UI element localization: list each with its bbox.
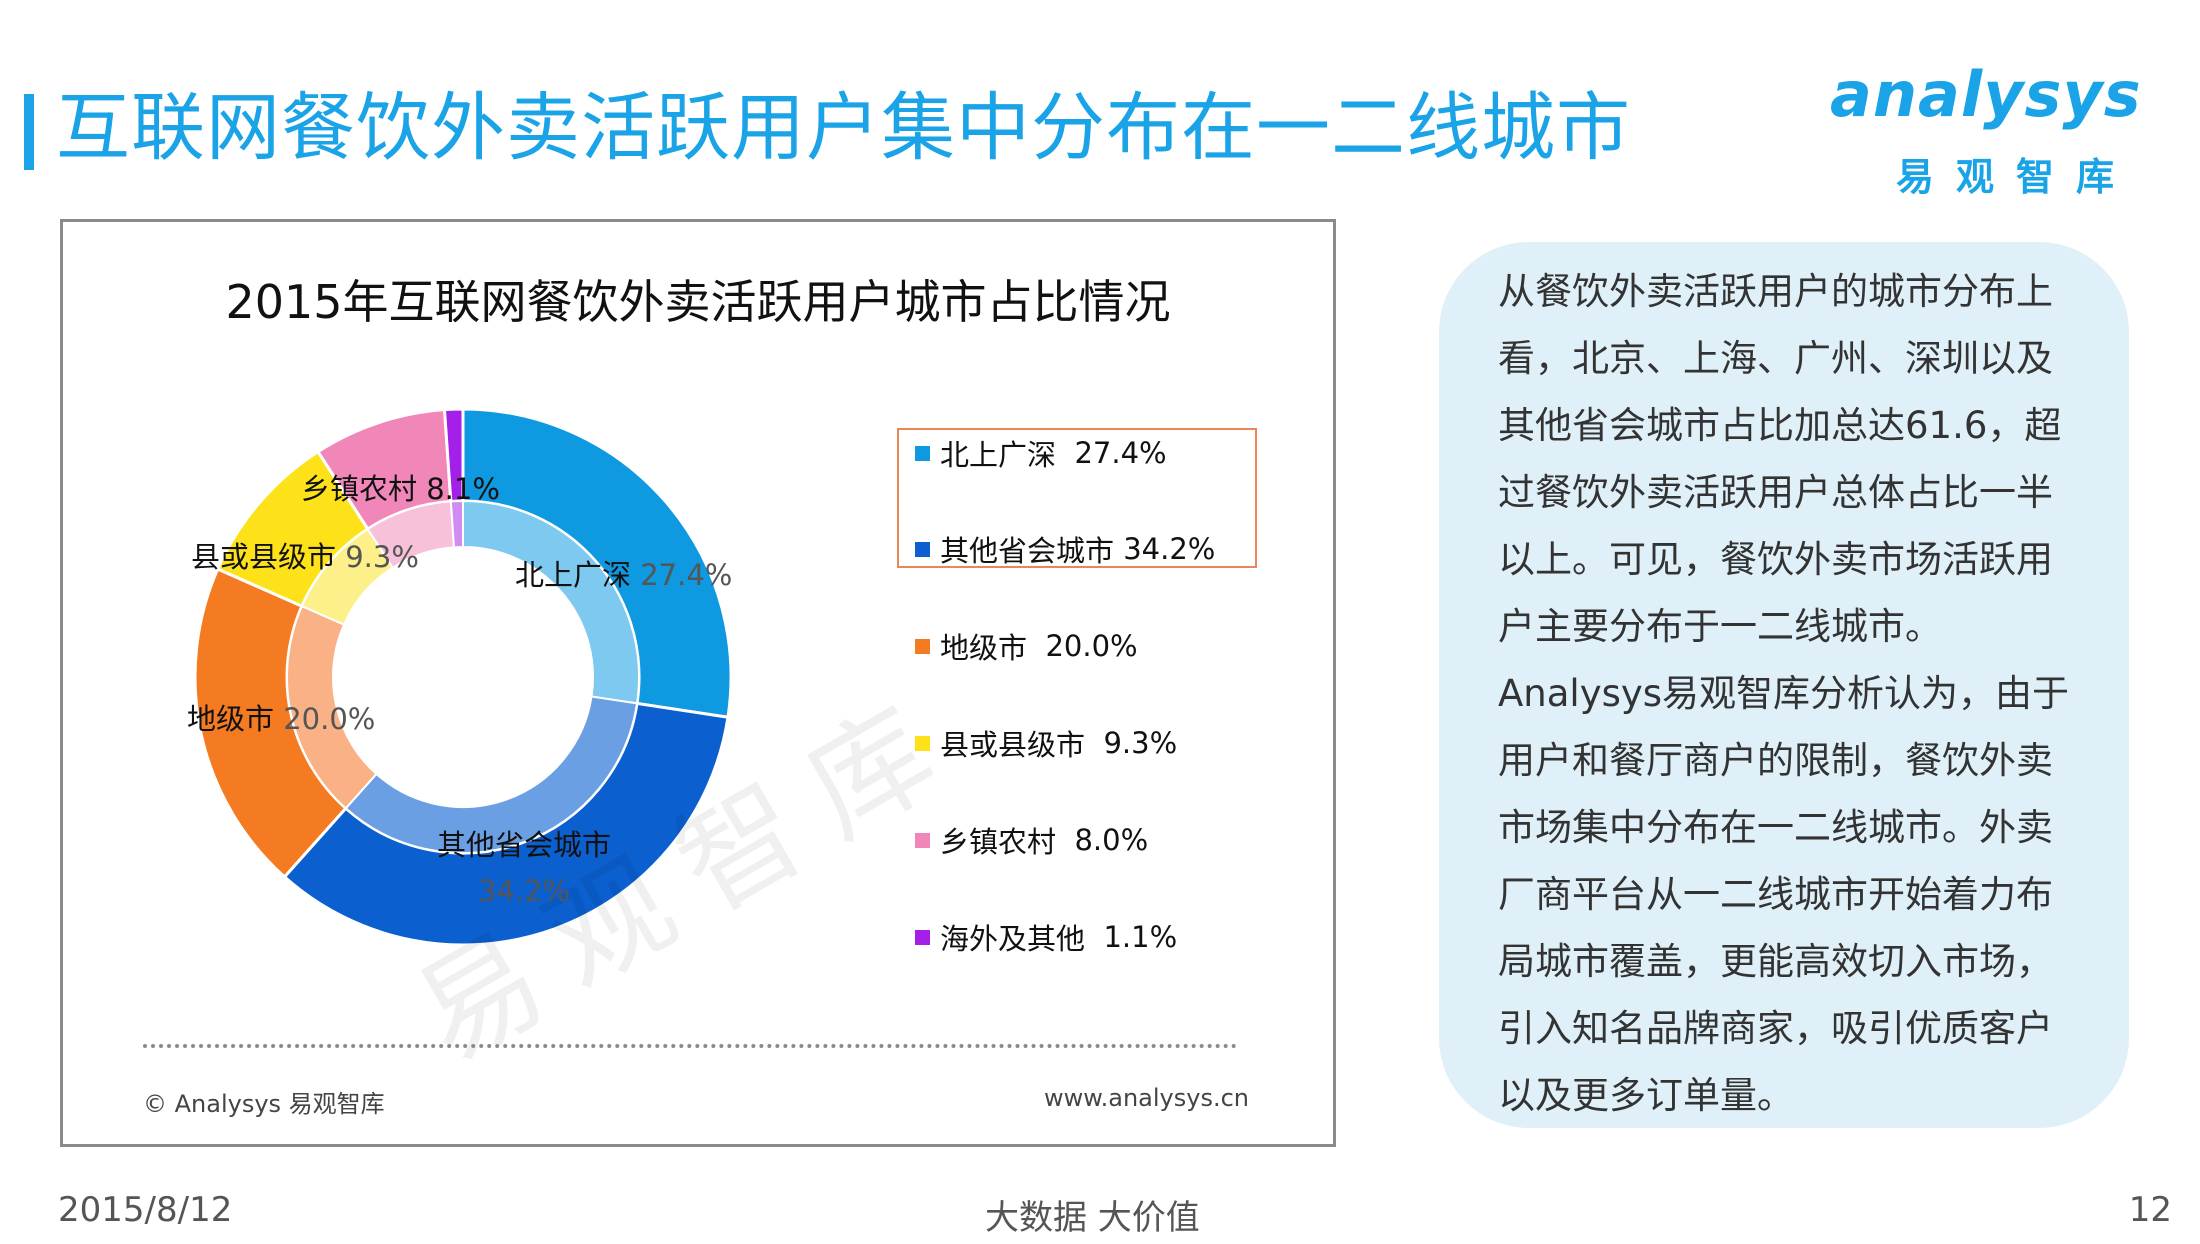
logo-chinese-name: 易观智库 [1896,155,2137,199]
analysis-panel [1439,242,2129,1128]
slice-label-rural: 乡镇农村 8.1% [301,466,500,508]
legend-swatch [915,832,930,848]
legend-highlight-box [897,428,1257,568]
legend-item-prefecture: 地级市 20.0% [915,625,1138,667]
legend-value: 9.3% [1103,726,1178,760]
slice-provincial-capitals-inner-ring [344,695,639,854]
legend-swatch [915,445,930,461]
analysis-line: 引入知名品牌商家，吸引优质客户 [1498,1007,2053,1050]
analysis-line: 看，北京、上海、广州、深圳以及 [1498,337,2053,380]
legend-value: 27.4% [1074,436,1167,470]
legend-item-county: 县或县级市 9.3% [915,722,1177,764]
analysis-line: 用户和餐厅商户的限制，餐饮外卖 [1498,739,2053,782]
slice-label-name: 县或县级市 [191,540,337,574]
analysis-line: 从餐饮外卖活跃用户的城市分布上 [1498,270,2053,313]
analysis-line: 户主要分布于一二线城市。 [1498,605,1942,648]
analysis-text: 从餐饮外卖活跃用户的城市分布上 看，北京、上海、广州、深圳以及 其他省会城市占比… [1498,258,2098,1129]
slice-label-value: 34.2% [477,874,571,908]
slice-label-provincial-capitals: 其他省会城市 34.2% [437,822,611,908]
analysis-line: Analysys易观智库分析认为，由于 [1498,672,2070,715]
analysis-line: 市场集中分布在一二线城市。外卖 [1498,806,2053,849]
slice-label-value: 9.3% [345,540,419,574]
legend-name: 北上广深 [940,438,1057,472]
report-date: 2015/8/12 [58,1190,233,1230]
legend-swatch [915,638,930,654]
title-accent-bar [24,94,34,170]
legend-item-tier1: 北上广深 27.4% [915,432,1167,474]
legend-name: 海外及其他 [940,922,1086,956]
legend-swatch [915,929,930,945]
legend-name: 其他省会城市 [940,534,1115,568]
slice-label-prefecture: 地级市 20.0% [187,696,375,738]
legend-name: 乡镇农村 [940,825,1057,859]
chart-source-url: www.analysys.cn [1043,1084,1249,1112]
analysis-line: 以上。可见，餐饮外卖市场活跃用 [1498,538,2053,581]
chart-title: 2015年互联网餐饮外卖活跃用户城市占比情况 [225,275,1171,329]
donut-chart [193,407,733,947]
slice-label-value: 20.0% [283,702,376,736]
legend-item-overseas: 海外及其他 1.1% [915,916,1177,958]
legend-item-provincial-capitals: 其他省会城市 34.2% [915,528,1215,570]
slice-label-name: 乡镇农村 [301,472,418,506]
slice-label-county: 县或县级市 9.3% [191,534,419,576]
slice-label-value: 8.1% [426,472,500,506]
legend-name: 县或县级市 [940,728,1086,762]
logo-wordmark: analysys [1830,58,2142,131]
legend-swatch [915,541,930,557]
analysis-line: 过餐饮外卖活跃用户总体占比一半 [1498,471,2053,514]
legend-name: 地级市 [940,631,1028,665]
legend-value: 20.0% [1045,629,1138,663]
slice-label-value: 27.4% [640,558,733,592]
analysis-line: 厂商平台从一二线城市开始着力布 [1498,873,2053,916]
analysis-line: 以及更多订单量。 [1498,1074,1794,1117]
legend-value: 8.0% [1074,823,1149,857]
slice-label-name: 地级市 [187,702,275,736]
legend-value: 34.2% [1123,532,1216,566]
legend-value: 1.1% [1103,920,1178,954]
analysis-line: 其他省会城市占比加总达61.6，超 [1498,404,2062,447]
chart-source: © Analysys 易观智库 [143,1090,385,1118]
page-number: 12 [2128,1190,2172,1230]
slice-label-tier1: 北上广深 27.4% [515,552,732,594]
slice-label-name: 北上广深 [515,558,632,592]
slice-overseas-inner-ring [449,499,464,549]
page-title: 互联网餐饮外卖活跃用户集中分布在一二线城市 [56,85,1631,171]
legend-item-rural: 乡镇农村 8.0% [915,819,1148,861]
slice-label-name: 其他省会城市 [437,828,612,862]
dotted-divider [143,1044,1237,1048]
analysys-logo: analysys 易观智库 [1830,58,2160,199]
slogan: 大数据 大价值 [985,1198,1200,1238]
chart-frame: 2015年互联网餐饮外卖活跃用户城市占比情况 易观智库 北上广深 27.4% 其… [60,219,1336,1147]
analysis-line: 局城市覆盖，更能高效切入市场， [1498,940,2053,983]
legend-swatch [915,735,930,751]
